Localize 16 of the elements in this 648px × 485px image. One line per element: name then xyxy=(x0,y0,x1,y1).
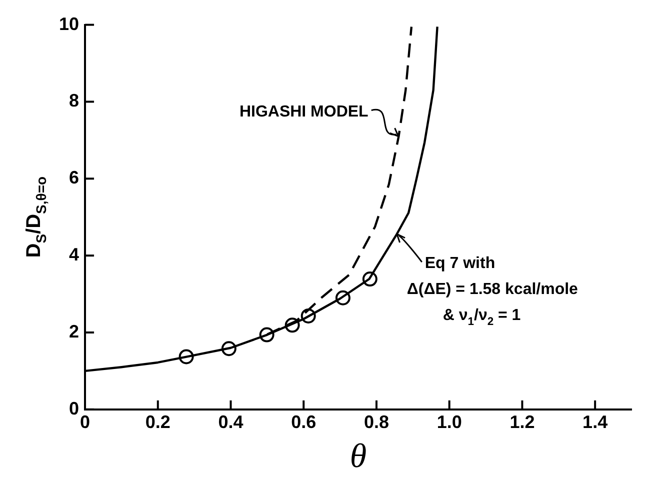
y-tick-label: 8 xyxy=(69,90,80,111)
x-tick-label: 0.8 xyxy=(364,412,389,432)
x-tick-label: 1.2 xyxy=(510,412,535,432)
x-tick-label: 0.2 xyxy=(145,412,170,432)
y-tick-label: 2 xyxy=(69,321,80,342)
x-tick-label: 0.4 xyxy=(218,412,244,432)
annotation: HIGASHI MODEL xyxy=(239,103,369,120)
y-tick-label: 0 xyxy=(69,398,80,418)
x-axis-title: θ xyxy=(350,438,367,475)
y-axis-title: DS/DS,θ=o xyxy=(23,176,49,258)
x-tick-label: 0.6 xyxy=(291,412,316,432)
y-tick-label: 6 xyxy=(69,168,80,188)
x-tick-label: 1.4 xyxy=(582,412,608,432)
x-tick-label: 1.0 xyxy=(436,412,462,432)
y-tick-label: 10 xyxy=(58,14,80,34)
y-tick-label: 4 xyxy=(69,244,80,265)
